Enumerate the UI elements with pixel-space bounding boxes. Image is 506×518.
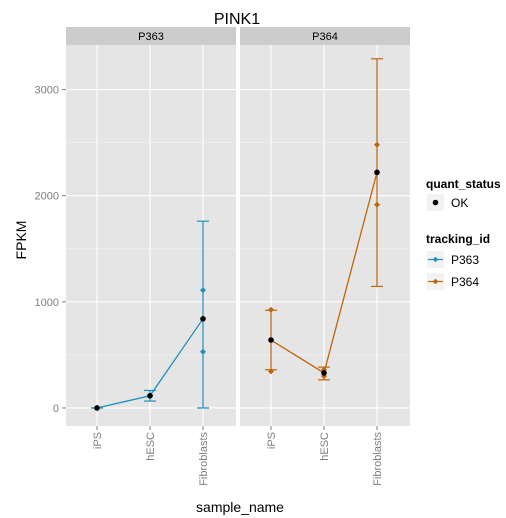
x-tick-label: iPS <box>266 432 278 449</box>
legend-p364-diamond <box>432 278 439 285</box>
interval-diamond <box>200 348 206 355</box>
panel-background <box>240 45 410 426</box>
facet-strip <box>66 27 236 45</box>
panel-background <box>66 45 236 426</box>
chart-title: PINK1 <box>214 11 260 28</box>
data-point <box>200 316 206 322</box>
y-tick-label: 2000 <box>35 191 59 203</box>
y-tick-label: 0 <box>53 403 59 415</box>
data-point <box>374 169 380 176</box>
data-point <box>268 337 274 343</box>
interval-diamond <box>200 287 206 294</box>
x-tick-label: Fibroblasts <box>198 432 210 486</box>
x-tick-label: hESC <box>319 432 331 461</box>
legend-title-tracking-id: tracking_id <box>426 232 490 246</box>
facet-panel-p363: P363 iPS hESC Fibroblasts <box>66 27 236 486</box>
legend-p363-diamond <box>432 256 439 263</box>
x-tick-label: hESC <box>145 432 157 461</box>
facet-strip <box>240 27 410 45</box>
data-point <box>321 370 327 376</box>
facet-panel-p364: P364 iPS hESC Fibroblasts <box>240 27 410 486</box>
y-tick-label: 1000 <box>35 297 59 309</box>
legend-label-p363: P363 <box>451 253 479 267</box>
x-axis-label: sample_name <box>196 499 284 515</box>
data-point <box>147 392 153 399</box>
x-tick-label: Fibroblasts <box>372 432 384 486</box>
facet-strip-label: P363 <box>138 31 164 43</box>
interval-diamond <box>268 368 274 375</box>
facet-strip-label: P364 <box>312 31 338 43</box>
interval-diamond <box>268 306 274 313</box>
y-axis-label: FPKM <box>13 221 29 260</box>
legend-label-p364: P364 <box>451 275 479 289</box>
legend-label-ok: OK <box>451 196 468 210</box>
interval-diamond <box>374 141 380 148</box>
data-point <box>94 405 100 411</box>
plot-area: 0 1000 2000 3000 P363 iPS hESC Fibroblasts P364 i… <box>35 27 410 486</box>
legend-title-quant-status: quant_status <box>426 177 501 191</box>
interval-diamond <box>374 201 380 208</box>
y-tick-label: 3000 <box>35 85 59 97</box>
legend: quant_status OK tracking_id P363 P364 <box>426 177 501 290</box>
legend-ok-point <box>432 199 439 206</box>
x-tick-label: iPS <box>92 432 104 449</box>
